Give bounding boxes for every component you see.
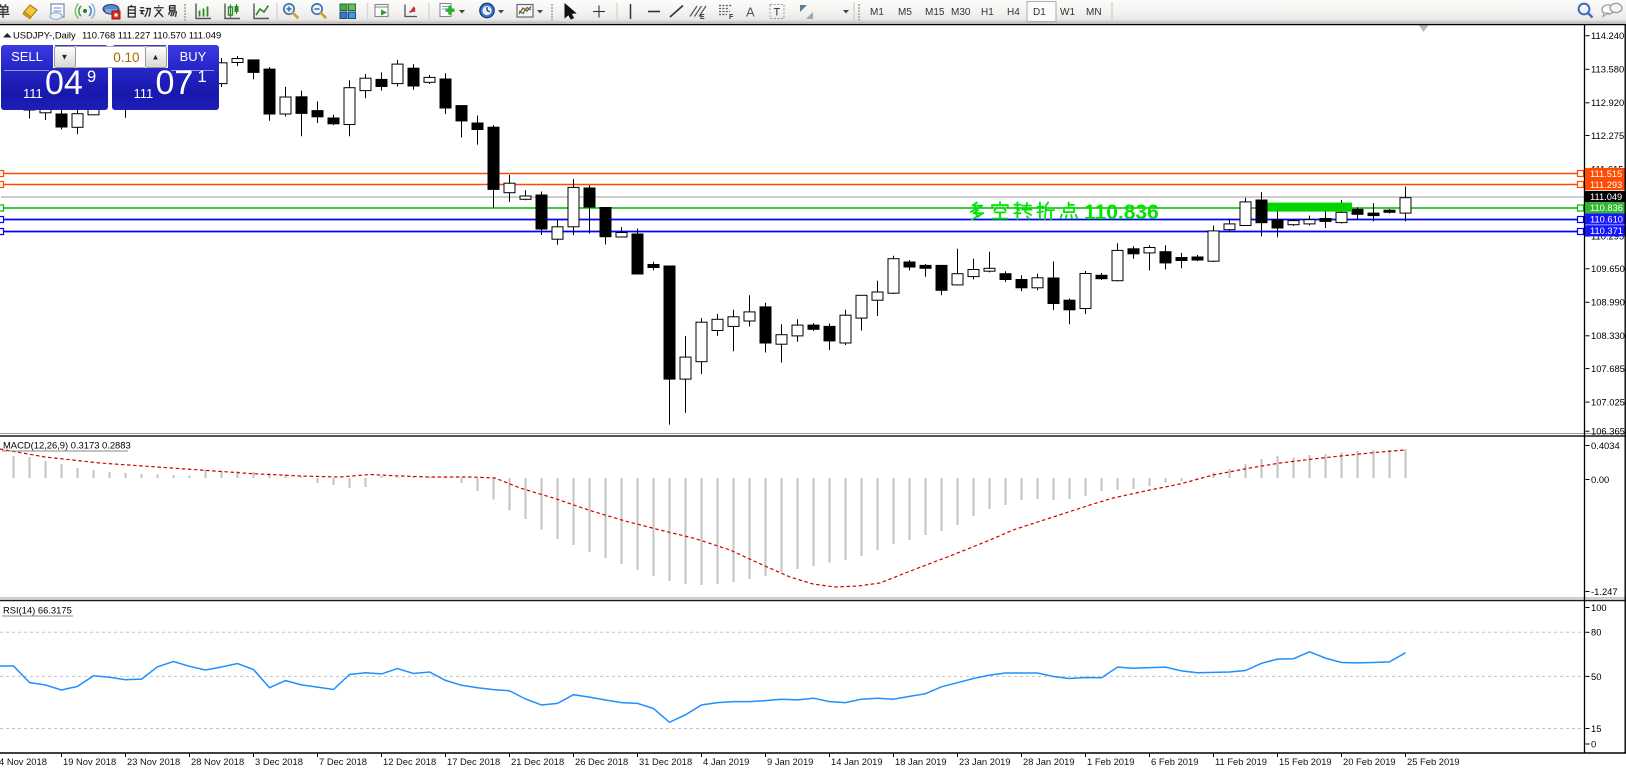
svg-text:108.330: 108.330 <box>1591 330 1625 341</box>
svg-text:26 Dec 2018: 26 Dec 2018 <box>575 756 628 767</box>
svg-text:106.365: 106.365 <box>1591 426 1625 437</box>
svg-text:E: E <box>700 14 705 21</box>
svg-text:112.920: 112.920 <box>1591 97 1624 108</box>
svg-text:7 Dec 2018: 7 Dec 2018 <box>319 756 367 767</box>
svg-text:114.240: 114.240 <box>1591 30 1624 41</box>
svg-text:109.650: 109.650 <box>1591 263 1625 274</box>
svg-text:19 Nov 2018: 19 Nov 2018 <box>63 756 116 767</box>
svg-text:4 Jan 2019: 4 Jan 2019 <box>703 756 749 767</box>
svg-text:21 Dec 2018: 21 Dec 2018 <box>511 756 564 767</box>
svg-text:111.293: 111.293 <box>1590 180 1622 190</box>
svg-text:107.685: 107.685 <box>1591 363 1625 374</box>
svg-text:MACD(12,26,9) 0.3173 0.2883: MACD(12,26,9) 0.3173 0.2883 <box>3 440 131 451</box>
svg-text:110.768 111.227 110.570 111.04: 110.768 111.227 110.570 111.049 <box>82 30 221 41</box>
svg-text:M1: M1 <box>870 7 884 18</box>
svg-text:15: 15 <box>1591 723 1601 734</box>
svg-text:M5: M5 <box>898 7 912 18</box>
svg-text:USDJPY-,Daily: USDJPY-,Daily <box>13 30 76 41</box>
svg-text:A: A <box>746 5 755 20</box>
svg-text:W1: W1 <box>1060 7 1075 18</box>
svg-text:F: F <box>729 14 734 21</box>
svg-text:50: 50 <box>1591 671 1601 682</box>
svg-text:6 Feb 2019: 6 Feb 2019 <box>1151 756 1198 767</box>
svg-text:20 Feb 2019: 20 Feb 2019 <box>1343 756 1396 767</box>
svg-text:100: 100 <box>1591 602 1607 613</box>
svg-text:D1: D1 <box>1033 7 1046 18</box>
svg-text:11 Feb 2019: 11 Feb 2019 <box>1215 756 1267 767</box>
svg-text:0: 0 <box>1591 738 1596 749</box>
svg-text:M30: M30 <box>951 7 971 18</box>
svg-text:H1: H1 <box>981 7 994 18</box>
svg-text:25 Feb 2019: 25 Feb 2019 <box>1407 756 1460 767</box>
svg-text:17 Dec 2018: 17 Dec 2018 <box>447 756 500 767</box>
svg-text:H4: H4 <box>1007 7 1020 18</box>
svg-text:108.990: 108.990 <box>1591 297 1625 308</box>
svg-text:80: 80 <box>1591 627 1601 638</box>
svg-text:4 Nov 2018: 4 Nov 2018 <box>0 756 47 767</box>
svg-text:28 Jan 2019: 28 Jan 2019 <box>1023 756 1075 767</box>
svg-text:18 Jan 2019: 18 Jan 2019 <box>895 756 947 767</box>
svg-text:23 Nov 2018: 23 Nov 2018 <box>127 756 180 767</box>
svg-text:14 Jan 2019: 14 Jan 2019 <box>831 756 883 767</box>
svg-text:3 Dec 2018: 3 Dec 2018 <box>255 756 303 767</box>
svg-text:-1.247: -1.247 <box>1591 586 1618 597</box>
svg-text:1 Feb 2019: 1 Feb 2019 <box>1087 756 1134 767</box>
svg-text:0.4034: 0.4034 <box>1591 440 1620 451</box>
svg-text:28 Nov 2018: 28 Nov 2018 <box>191 756 244 767</box>
svg-text:12 Dec 2018: 12 Dec 2018 <box>383 756 436 767</box>
svg-text:111.515: 111.515 <box>1590 169 1622 179</box>
svg-text:110.836: 110.836 <box>1084 201 1159 224</box>
svg-text:110.371: 110.371 <box>1590 226 1623 236</box>
svg-text:MN: MN <box>1086 7 1102 18</box>
svg-text:111.049: 111.049 <box>1590 192 1622 202</box>
svg-text:110.836: 110.836 <box>1590 203 1623 213</box>
svg-text:31 Dec 2018: 31 Dec 2018 <box>639 756 692 767</box>
svg-text:107.025: 107.025 <box>1591 397 1625 408</box>
svg-text:9 Jan 2019: 9 Jan 2019 <box>767 756 813 767</box>
svg-text:RSI(14) 66.3175: RSI(14) 66.3175 <box>3 605 72 616</box>
svg-text:112.275: 112.275 <box>1591 130 1624 141</box>
svg-text:23 Jan 2019: 23 Jan 2019 <box>959 756 1011 767</box>
svg-text:113.580: 113.580 <box>1591 64 1624 75</box>
svg-text:M15: M15 <box>925 7 945 18</box>
svg-text:0.00: 0.00 <box>1591 474 1609 485</box>
svg-text:110.610: 110.610 <box>1590 214 1623 224</box>
svg-text:T: T <box>774 7 781 19</box>
svg-text:15 Feb 2019: 15 Feb 2019 <box>1279 756 1332 767</box>
